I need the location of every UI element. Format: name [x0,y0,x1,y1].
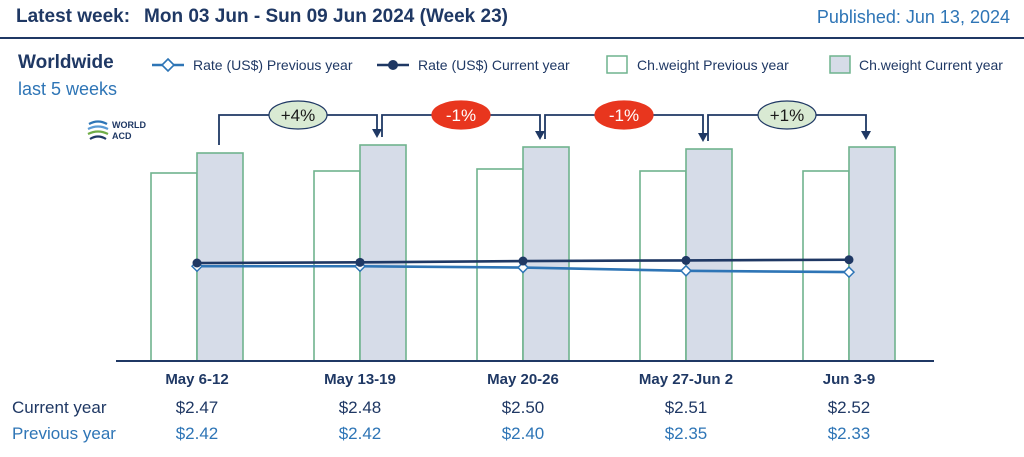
legend-cw-cur-marker [829,55,851,74]
logo-text-acd: ACD [112,131,132,141]
bar-cur-0 [196,152,244,362]
change-badge-label-1: -1% [446,106,476,125]
latest-week: Latest week: Mon 03 Jun - Sun 09 Jun 2024… [16,6,508,28]
bar-prev-4 [802,170,850,362]
legend-cw-cur: Ch.weight Current year [829,55,1021,75]
previous-rate-1: $2.42 [338,424,382,443]
category-label-2: May 20-26 [487,371,559,388]
rate-cur-point-0 [192,258,202,268]
change-badge-1 [431,100,491,130]
change-badge-label-0: +4% [281,106,316,125]
legend-cw-cur-label: Ch.weight Current year [859,57,1003,73]
previous-rate-0: $2.42 [175,424,219,443]
legend-rate-prev: Rate (US$) Previous year [152,55,367,75]
change-arrowhead-0 [372,129,382,138]
change-badge-label-2: -1% [609,106,639,125]
rate-prev-point-3 [679,264,693,277]
period-subtitle: last 5 weeks [18,79,118,99]
latest-week-label: Latest week: [16,6,131,27]
current-rate-3: $2.51 [664,398,708,417]
legend-rate-prev-label: Rate (US$) Previous year [193,57,353,73]
category-label-4: Jun 3-9 [823,371,876,388]
previous-rate-3: $2.35 [664,424,708,443]
current-rate-2: $2.50 [501,398,545,417]
worldacd-logo: WORLD ACD [86,118,146,148]
bar-cur-1 [359,144,407,362]
published-date: Published: Jun 13, 2024 [816,7,1010,27]
previous-year-label: Previous year [12,424,116,443]
rate-cur-point-2 [518,256,528,266]
bar-prev-2 [476,168,524,362]
legend-rate-cur-label: Rate (US$) Current year [418,57,570,73]
category-label-0: May 6-12 [165,371,228,388]
legend-cw-prev: Ch.weight Previous year [606,55,806,75]
legend-rate-cur-marker [377,60,409,70]
change-badge-2 [594,100,654,130]
header-divider [0,37,1024,39]
previous-rate-4: $2.33 [827,424,871,443]
current-year-label: Current year [12,398,107,417]
change-badge-3 [757,100,817,130]
change-arrowhead-3 [861,131,871,140]
legend-rate-cur: Rate (US$) Current year [377,55,587,75]
header: Latest week: Mon 03 Jun - Sun 09 Jun 2024… [0,0,1024,34]
rate-cur-point-4 [844,255,854,265]
change-arrowhead-2 [698,133,708,142]
change-badge-label-3: +1% [770,106,805,125]
latest-week-range: Mon 03 Jun - Sun 09 Jun 2024 (Week 23) [144,6,508,27]
category-label-1: May 13-19 [324,371,396,388]
current-rate-0: $2.47 [175,398,219,417]
bar-prev-0 [150,172,198,362]
legend-rate-prev-marker [152,57,184,73]
rate-prev-point-2 [516,261,530,274]
category-label-3: May 27-Jun 2 [639,371,733,388]
change-badge-0 [268,100,328,130]
region-title: Worldwide [18,52,114,73]
change-arrowhead-1 [535,131,545,140]
legend-cw-prev-label: Ch.weight Previous year [637,57,789,73]
bar-cur-3 [685,148,733,362]
rate-cur-point-1 [355,257,365,267]
logo-text-world: WORLD [112,120,146,130]
current-rate-4: $2.52 [827,398,871,417]
current-rate-1: $2.48 [338,398,382,417]
rate-prev-point-4 [842,266,856,279]
globe-icon [87,120,109,140]
bar-cur-2 [522,146,570,362]
rate-cur-point-3 [681,255,691,265]
legend-cw-prev-marker [606,55,628,74]
previous-rate-2: $2.40 [501,424,545,443]
bar-prev-3 [639,170,687,362]
bar-cur-4 [848,146,896,362]
